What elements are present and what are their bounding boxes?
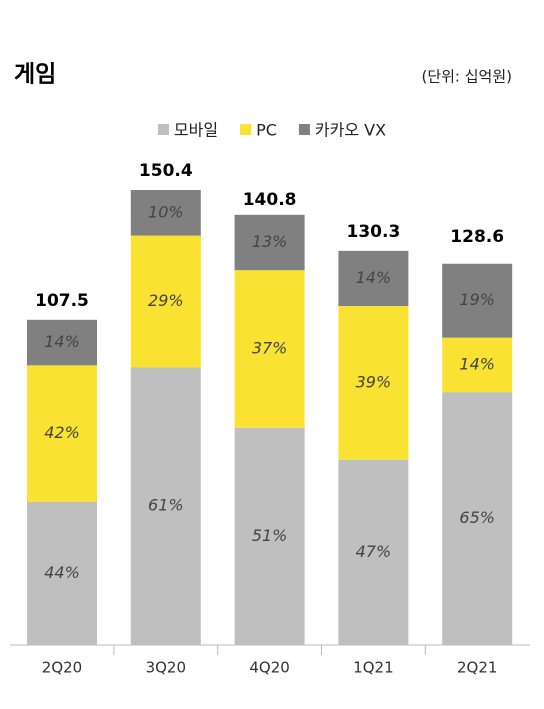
bar-segment <box>130 367 201 645</box>
segment-label: 37% <box>252 338 288 357</box>
bar-segment <box>27 365 97 502</box>
segment-label: 10% <box>148 202 184 221</box>
segment-label: 44% <box>44 563 80 582</box>
segment-label: 42% <box>44 423 80 442</box>
bar-segment <box>338 306 409 460</box>
segment-label: 14% <box>356 268 392 287</box>
bar-segment <box>234 214 305 271</box>
bar-segment <box>234 270 305 428</box>
x-tick-label: 2Q21 <box>457 659 497 677</box>
unit-note: (단위: 십억원) <box>421 68 512 86</box>
total-label: 107.5 <box>35 291 89 311</box>
segment-label: 61% <box>148 496 184 515</box>
chart-title: 게임 <box>14 62 56 88</box>
total-label: 150.4 <box>139 161 193 181</box>
segment-label: 39% <box>356 372 392 391</box>
segment-label: 65% <box>459 508 495 527</box>
legend-swatch <box>157 124 169 135</box>
segment-label: 14% <box>44 332 80 351</box>
bar-segment <box>234 427 305 645</box>
segment-label: 29% <box>148 291 184 310</box>
legend: 모바일 PC 카카오 VX <box>157 121 386 140</box>
total-label: 130.3 <box>347 222 401 242</box>
bar-segment <box>442 337 513 393</box>
bar-segment <box>130 235 201 368</box>
legend-label: 카카오 VX <box>315 121 386 140</box>
segment-label: 14% <box>459 354 495 373</box>
legend-label: 모바일 <box>174 121 218 140</box>
bar-segment <box>442 392 513 645</box>
bar-segment <box>130 190 201 236</box>
x-tick-label: 2Q20 <box>42 659 82 677</box>
segment-label: 51% <box>252 526 288 545</box>
bar-segment <box>27 501 97 645</box>
bar-segment <box>338 459 409 645</box>
segment-label: 47% <box>356 542 392 561</box>
total-label: 140.8 <box>243 190 297 210</box>
x-tick-label: 3Q20 <box>146 659 186 677</box>
bar-segment <box>338 250 409 307</box>
segment-label: 13% <box>252 232 288 251</box>
total-label: 128.6 <box>450 227 504 247</box>
legend-swatch <box>298 124 310 135</box>
bar-segment <box>442 263 513 338</box>
legend-swatch <box>240 124 252 135</box>
bar-segment <box>27 319 97 366</box>
x-tick-label: 4Q20 <box>249 659 289 677</box>
legend-label: PC <box>256 121 277 140</box>
x-tick-label: 1Q21 <box>353 659 393 677</box>
segment-label: 19% <box>459 290 495 309</box>
